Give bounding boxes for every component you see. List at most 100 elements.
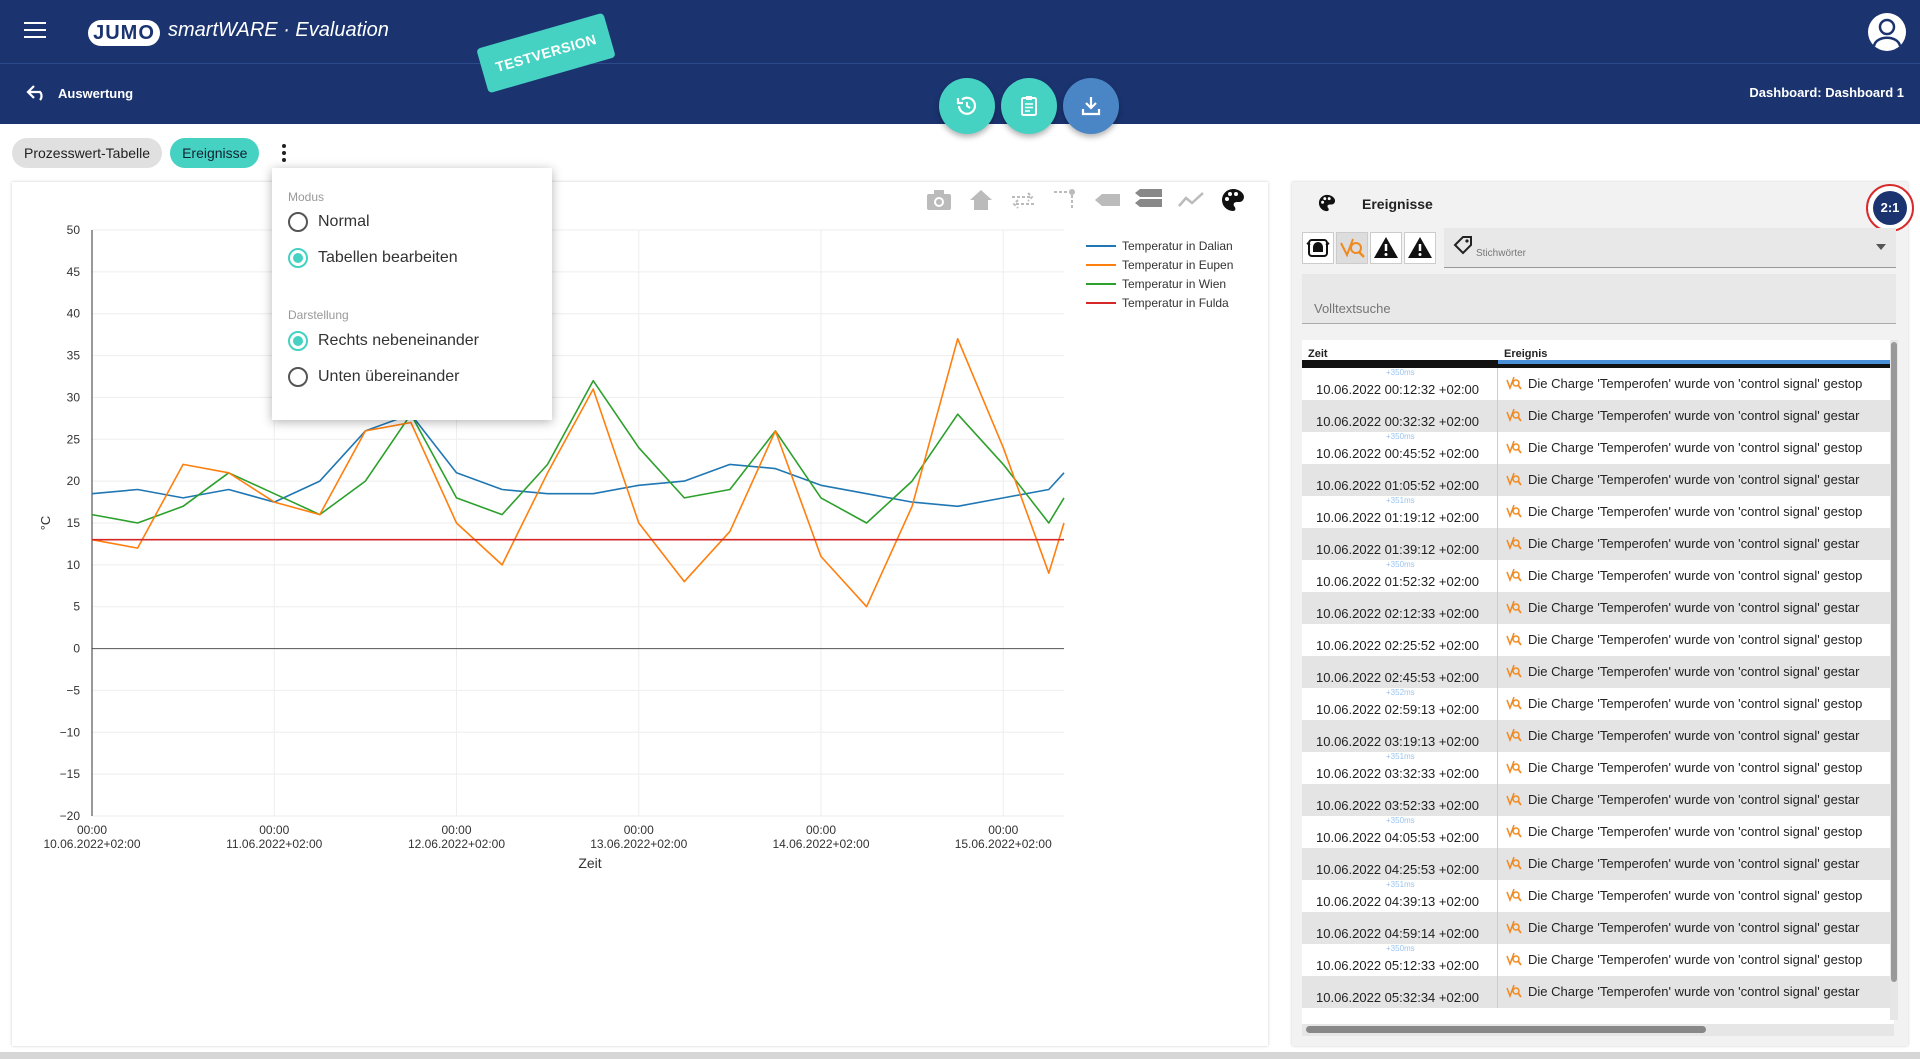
more-options-icon[interactable] [276,142,292,164]
table-row[interactable]: 10.06.2022 01:39:12 +02:00 Die Charge 'Te… [1302,528,1894,560]
milliseconds-label: +350ms [1386,368,1415,377]
dashboard-title: Dashboard: Dashboard 1 [1749,85,1904,100]
table-row[interactable]: 10.06.2022 05:32:34 +02:00 Die Charge 'Te… [1302,976,1894,1008]
batch-event-icon [1506,728,1522,742]
event-time: 10.06.2022 02:12:33 +02:00 [1302,592,1498,624]
warning-icon[interactable] [1370,232,1402,264]
color-palette-icon[interactable] [1218,186,1248,214]
event-text: Die Charge 'Temperofen' wurde von 'contr… [1528,600,1860,615]
batch-event-icon [1506,376,1522,390]
hamburger-menu-icon[interactable] [24,22,46,40]
tab-ereignisse[interactable]: Ereignisse [170,138,260,168]
plotly-logo-icon[interactable] [1176,186,1206,214]
camera-icon[interactable] [924,186,954,214]
series-line-temperatur-in-eupen[interactable] [91,338,1065,608]
radio-darstellung-unten[interactable]: Unten übereinander [288,367,459,387]
event-text: Die Charge 'Temperofen' wurde von 'contr… [1528,984,1860,999]
milliseconds-label: +351ms [1386,752,1415,761]
event-text: Die Charge 'Temperofen' wurde von 'contr… [1528,536,1860,551]
vertical-scrollbar[interactable] [1890,340,1898,1020]
back-button[interactable]: Auswertung [26,85,133,101]
column-header-event[interactable]: Ereignis [1498,340,1894,364]
radio-darstellung-rechts[interactable]: Rechts nebeneinander [288,331,479,351]
tab-prozesswert-tabelle[interactable]: Prozesswert-Tabelle [12,138,163,168]
hover-closest-icon[interactable] [1092,186,1122,214]
batch-event-icon [1506,664,1522,678]
table-row[interactable]: 10.06.2022 03:19:13 +02:00 Die Charge 'Te… [1302,720,1894,752]
y-tick-label: −15 [60,767,81,781]
table-row[interactable]: 10.06.2022 02:12:33 +02:00 Die Charge 'Te… [1302,592,1894,624]
history-button[interactable] [939,78,995,134]
pan-arrows-icon[interactable] [1008,186,1038,214]
x-tick-label: 00:00 [259,823,289,837]
event-cell: Die Charge 'Temperofen' wurde von 'contr… [1498,528,1894,560]
legend-label[interactable]: Temperatur in Dalian [1122,239,1233,253]
radio-button-selected[interactable] [288,248,308,268]
download-button[interactable] [1063,78,1119,134]
chevron-down-icon[interactable] [1876,244,1886,250]
batch-event-icon [1506,408,1522,422]
event-text: Die Charge 'Temperofen' wurde von 'contr… [1528,792,1860,807]
series-line-temperatur-in-dalian[interactable] [91,413,1065,508]
batch-event-icon [1506,568,1522,582]
y-tick-label: 40 [67,307,81,321]
error-warning-icon[interactable] [1404,232,1436,264]
table-row[interactable]: +351ms 10.06.2022 01:19:12 +02:00 Die Char… [1302,496,1894,528]
keywords-dropdown[interactable]: Stichwörter [1444,228,1896,268]
alarm-bell-icon[interactable] [1302,232,1334,264]
table-row[interactable]: +352ms 10.06.2022 02:59:13 +02:00 Die Char… [1302,688,1894,720]
user-account-icon[interactable] [1868,13,1906,51]
batch-event-icon[interactable] [1336,232,1368,264]
table-row[interactable]: 10.06.2022 04:25:53 +02:00 Die Charge 'Te… [1302,848,1894,880]
event-text: Die Charge 'Temperofen' wurde von 'contr… [1528,888,1863,903]
scrollbar-thumb[interactable] [1891,342,1897,982]
batch-event-icon [1506,792,1522,806]
table-row[interactable]: 10.06.2022 03:52:33 +02:00 Die Charge 'Te… [1302,784,1894,816]
radio-modus-normal[interactable]: Normal [288,212,370,232]
table-row[interactable]: 10.06.2022 04:59:14 +02:00 Die Charge 'Te… [1302,912,1894,944]
table-row[interactable]: +350ms 10.06.2022 04:05:53 +02:00 Die Char… [1302,816,1894,848]
y-axis-title: °C [38,516,53,531]
event-time: 10.06.2022 00:45:52 +02:00 [1302,432,1498,464]
radio-button-selected[interactable] [288,331,308,351]
event-cell: Die Charge 'Temperofen' wurde von 'contr… [1498,784,1894,816]
event-text: Die Charge 'Temperofen' wurde von 'contr… [1528,504,1863,519]
event-cell: Die Charge 'Temperofen' wurde von 'contr… [1498,368,1894,400]
report-button[interactable] [1001,78,1057,134]
home-icon[interactable] [966,186,996,214]
legend-label[interactable]: Temperatur in Wien [1122,277,1226,291]
radio-button[interactable] [288,212,308,232]
column-header-time[interactable]: Zeit [1302,340,1498,364]
hover-compare-icon[interactable] [1134,186,1164,214]
jumo-logo: JUMO [88,20,160,46]
y-tick-label: 35 [67,349,81,363]
chart-panel: 00:00 10.06.2022+02:00 00:00 11.06.2022+02:… [12,182,1268,1046]
spike-lines-icon[interactable] [1050,186,1080,214]
event-text: Die Charge 'Temperofen' wurde von 'contr… [1528,952,1863,967]
series-line-temperatur-in-wien[interactable] [91,379,1065,524]
color-palette-icon[interactable] [1316,192,1338,214]
table-row[interactable]: +351ms 10.06.2022 04:39:13 +02:00 Die Char… [1302,880,1894,912]
event-cell: Die Charge 'Temperofen' wurde von 'contr… [1498,976,1894,1008]
x-tick-label: 00:00 [77,823,107,837]
ratio-toggle-button[interactable]: 2:1 [1866,184,1914,232]
table-row[interactable]: 10.06.2022 02:25:52 +02:00 Die Charge 'Te… [1302,624,1894,656]
event-cell: Die Charge 'Temperofen' wurde von 'contr… [1498,720,1894,752]
table-row[interactable]: 10.06.2022 02:45:53 +02:00 Die Charge 'Te… [1302,656,1894,688]
horizontal-scrollbar[interactable] [1302,1024,1894,1036]
radio-button[interactable] [288,367,308,387]
legend-label[interactable]: Temperatur in Eupen [1122,258,1233,272]
radio-modus-tabellen-bearbeiten[interactable]: Tabellen bearbeiten [288,248,458,268]
table-row[interactable]: +350ms 10.06.2022 00:45:52 +02:00 Die Char… [1302,432,1894,464]
table-row[interactable]: 10.06.2022 00:32:32 +02:00 Die Charge 'Te… [1302,400,1894,432]
table-row[interactable]: +351ms 10.06.2022 03:32:33 +02:00 Die Char… [1302,752,1894,784]
table-row[interactable]: +350ms 10.06.2022 00:12:32 +02:00 Die Char… [1302,368,1894,400]
scrollbar-thumb[interactable] [1306,1026,1706,1033]
radio-label: Rechts nebeneinander [318,332,480,349]
table-row[interactable]: +350ms 10.06.2022 05:12:33 +02:00 Die Char… [1302,944,1894,976]
table-row[interactable]: +350ms 10.06.2022 01:52:32 +02:00 Die Char… [1302,560,1894,592]
event-cell: Die Charge 'Temperofen' wurde von 'contr… [1498,656,1894,688]
table-row[interactable]: 10.06.2022 01:05:52 +02:00 Die Charge 'Te… [1302,464,1894,496]
fulltext-search-input[interactable] [1302,274,1896,324]
legend-label[interactable]: Temperatur in Fulda [1122,296,1229,310]
